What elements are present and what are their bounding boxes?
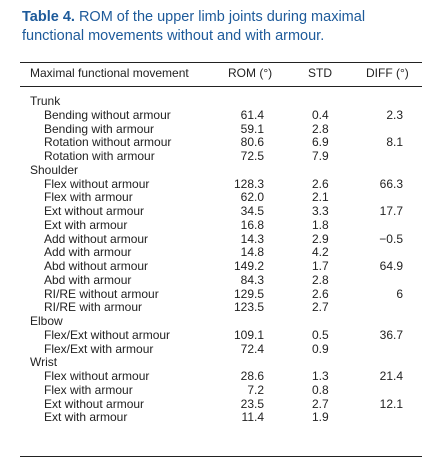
group-label: Elbow bbox=[30, 314, 63, 328]
std-value: 2.8 bbox=[312, 121, 329, 136]
std-value: 2.6 bbox=[312, 176, 329, 191]
std-value: 2.8 bbox=[312, 272, 329, 287]
caption-label: Table 4. bbox=[22, 9, 75, 25]
column-header: STD bbox=[308, 66, 332, 80]
diff-value: 21.4 bbox=[379, 369, 403, 383]
row-label: Bending without armour bbox=[44, 107, 171, 122]
group-label: Wrist bbox=[30, 355, 58, 370]
rom-value: 14.3 bbox=[240, 231, 264, 246]
rom-value: 80.6 bbox=[240, 135, 264, 150]
rom-value: 128.3 bbox=[233, 176, 264, 191]
row-label: Abd without armour bbox=[44, 259, 149, 273]
rom-value: 62.0 bbox=[240, 190, 264, 205]
row-label: Rotation with armour bbox=[44, 149, 155, 163]
rom-value: 7.2 bbox=[247, 382, 264, 397]
row-label: Ext without armour bbox=[44, 204, 145, 218]
rom-value: 59.1 bbox=[240, 121, 264, 136]
std-value: 1.7 bbox=[312, 259, 329, 273]
std-value: 2.9 bbox=[312, 231, 329, 246]
table-caption: Table 4. ROM of the upper limb joints du… bbox=[22, 8, 422, 46]
column-header: DIFF (°) bbox=[366, 66, 409, 80]
group-label: Trunk bbox=[30, 94, 61, 108]
rom-value: 129.5 bbox=[233, 286, 264, 301]
row-label: Abd with armour bbox=[44, 272, 132, 287]
diff-value: 2.3 bbox=[386, 107, 403, 122]
rom-value: 61.4 bbox=[240, 107, 264, 122]
rom-value: 11.4 bbox=[241, 410, 264, 425]
caption-text: ROM of the upper limb joints during maxi… bbox=[22, 9, 366, 44]
group-label: Shoulder bbox=[30, 162, 79, 177]
row-label: Add without armour bbox=[44, 231, 149, 246]
row-label: Add with armour bbox=[44, 245, 132, 260]
rom-value: 72.5 bbox=[240, 149, 264, 163]
std-value: 2.1 bbox=[312, 190, 329, 205]
rom-value: 149.2 bbox=[233, 259, 264, 273]
row-label: RI/RE without armour bbox=[44, 286, 159, 301]
header-rule bbox=[20, 86, 422, 87]
diff-value: 6 bbox=[396, 286, 403, 301]
row-label: Flex/Ext without armour bbox=[44, 327, 171, 342]
diff-value: 17.7 bbox=[379, 204, 403, 218]
std-value: 1.3 bbox=[312, 369, 329, 383]
rom-value: 34.5 bbox=[240, 204, 264, 218]
rom-value: 23.5 bbox=[240, 396, 264, 411]
diff-value: 8.1 bbox=[386, 135, 403, 150]
column-header: ROM (°) bbox=[228, 66, 273, 80]
std-value: 2.7 bbox=[312, 300, 329, 315]
row-label: Flex with armour bbox=[44, 190, 133, 205]
std-value: 0.9 bbox=[312, 341, 329, 356]
diff-value: 64.9 bbox=[379, 259, 403, 273]
std-value: 0.8 bbox=[312, 382, 329, 397]
row-label: Ext without armour bbox=[44, 396, 145, 411]
rom-value: 14.8 bbox=[240, 245, 264, 260]
row-label: Rotation without armour bbox=[44, 135, 172, 150]
diff-value: −0.5 bbox=[379, 231, 403, 246]
rom-value: 16.8 bbox=[240, 217, 264, 232]
rom-value: 123.5 bbox=[233, 300, 264, 315]
std-value: 2.6 bbox=[312, 286, 329, 301]
rom-value: 28.6 bbox=[240, 369, 264, 383]
std-value: 4.2 bbox=[312, 245, 329, 260]
rom-value: 84.3 bbox=[240, 272, 264, 287]
std-value: 7.9 bbox=[312, 149, 329, 163]
diff-value: 66.3 bbox=[379, 176, 403, 191]
rom-value: 109.1 bbox=[233, 327, 264, 342]
std-value: 3.3 bbox=[312, 204, 329, 218]
column-header: Maximal functional movement bbox=[30, 66, 189, 80]
std-value: 6.9 bbox=[312, 135, 329, 150]
diff-value: 12.1 bbox=[379, 396, 403, 411]
row-label: Ext with armour bbox=[44, 410, 128, 425]
row-label: Flex without armour bbox=[44, 369, 150, 383]
row-label: Flex with armour bbox=[44, 382, 133, 397]
rom-value: 72.4 bbox=[240, 341, 264, 356]
std-value: 1.9 bbox=[312, 410, 329, 425]
row-label: RI/RE with armour bbox=[44, 300, 143, 315]
row-label: Bending with armour bbox=[44, 121, 155, 136]
std-value: 0.4 bbox=[312, 107, 329, 122]
diff-value: 36.7 bbox=[379, 327, 403, 342]
top-rule bbox=[20, 62, 422, 63]
row-label: Ext with armour bbox=[44, 217, 128, 232]
std-value: 0.5 bbox=[312, 327, 329, 342]
std-value: 1.8 bbox=[312, 217, 329, 232]
row-label: Flex without armour bbox=[44, 176, 150, 191]
std-value: 2.7 bbox=[312, 396, 329, 411]
bottom-rule bbox=[20, 456, 422, 457]
row-label: Flex/Ext with armour bbox=[44, 341, 154, 356]
